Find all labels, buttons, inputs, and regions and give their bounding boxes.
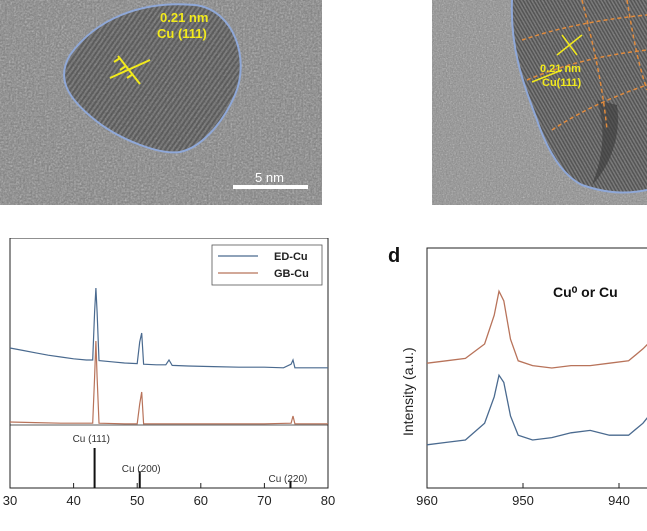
tem-image-right-canvas: 0.21 nm Cu(111) bbox=[432, 0, 647, 205]
xrd-x-tick-label: 30 bbox=[3, 493, 17, 508]
xrd-x-tick-label: 40 bbox=[66, 493, 80, 508]
tem-image-right: 0.21 nm Cu(111) bbox=[432, 0, 647, 205]
xrd-x-tick-label: 80 bbox=[321, 493, 335, 508]
tem-image-left-canvas: 0.21 nm Cu (111) 5 nm bbox=[0, 0, 322, 205]
tem-left-plane-label: Cu (111) bbox=[157, 26, 207, 41]
legend-box bbox=[211, 244, 323, 286]
xrd-x-axis: 30 40 50 60 70 80 bbox=[3, 483, 335, 508]
tem-right-lattice-marker bbox=[531, 34, 583, 83]
tem-right-plane-label: Cu(111) bbox=[542, 77, 581, 89]
scale-bar-label: 5 nm bbox=[255, 170, 284, 185]
tem-right-spacing-label: 0.21 nm bbox=[540, 63, 581, 75]
tem-right-dark-grain bbox=[592, 100, 618, 185]
tem-right-particle-outline bbox=[510, 0, 647, 194]
tem-right-grain-boundaries bbox=[521, 0, 647, 131]
xrd-reference-label: Cu (220) bbox=[268, 474, 307, 485]
tem-left-spacing-label: 0.21 nm bbox=[160, 10, 208, 25]
xrd-reference-lines: Cu (111) Cu (200) Cu (220) bbox=[10, 424, 328, 488]
xps-x-axis: 960 950 940 bbox=[416, 483, 630, 508]
xrd-chart: Cu (111) Cu (200) Cu (220) 30 40 50 60 70 80 ED… bbox=[3, 237, 335, 508]
xrd-reference-label: Cu (200) bbox=[122, 464, 161, 475]
xps-series-line-1 bbox=[426, 289, 647, 369]
xrd-x-tick-label: 50 bbox=[130, 493, 144, 508]
xrd-plot-frame bbox=[9, 237, 329, 489]
tem-left-lattice-fringes bbox=[64, 4, 241, 153]
tem-left-lattice-marker bbox=[109, 55, 151, 85]
panel-d-label: d bbox=[388, 245, 400, 267]
xps-series-line-2 bbox=[426, 373, 647, 446]
xrd-series-line-ed-cu bbox=[9, 287, 328, 369]
xrd-x-tick-label: 70 bbox=[257, 493, 271, 508]
xrd-legend: ED-Cu GB-Cu bbox=[211, 244, 323, 286]
xrd-series-group bbox=[9, 287, 328, 425]
tem-image-left: 0.21 nm Cu (111) 5 nm bbox=[0, 0, 322, 205]
xps-chart-panel: d Intensity (a.u.) Cu⁰ or Cu 960 950 940 bbox=[385, 238, 647, 526]
xrd-chart-panel: Cu (111) Cu (200) Cu (220) 30 40 50 60 70 80 ED… bbox=[0, 237, 340, 526]
xps-series-group bbox=[426, 289, 647, 446]
xps-x-tick-label: 950 bbox=[512, 493, 534, 508]
xps-plot-frame bbox=[426, 247, 647, 489]
xps-annotation: Cu⁰ or Cu bbox=[553, 284, 618, 300]
xrd-series-line-gb-cu bbox=[9, 340, 328, 425]
xps-chart: d Intensity (a.u.) Cu⁰ or Cu 960 950 940 bbox=[388, 245, 647, 508]
xrd-x-tick-label: 60 bbox=[194, 493, 208, 508]
xps-y-axis-label: Intensity (a.u.) bbox=[400, 347, 416, 436]
xps-x-tick-label: 960 bbox=[416, 493, 438, 508]
legend-label-ed-cu: ED-Cu bbox=[274, 251, 308, 263]
xrd-reference-label: Cu (111) bbox=[73, 434, 110, 445]
tem-left-particle-outline bbox=[63, 3, 242, 154]
legend-label-gb-cu: GB-Cu bbox=[274, 268, 309, 280]
xps-x-tick-label: 940 bbox=[608, 493, 630, 508]
